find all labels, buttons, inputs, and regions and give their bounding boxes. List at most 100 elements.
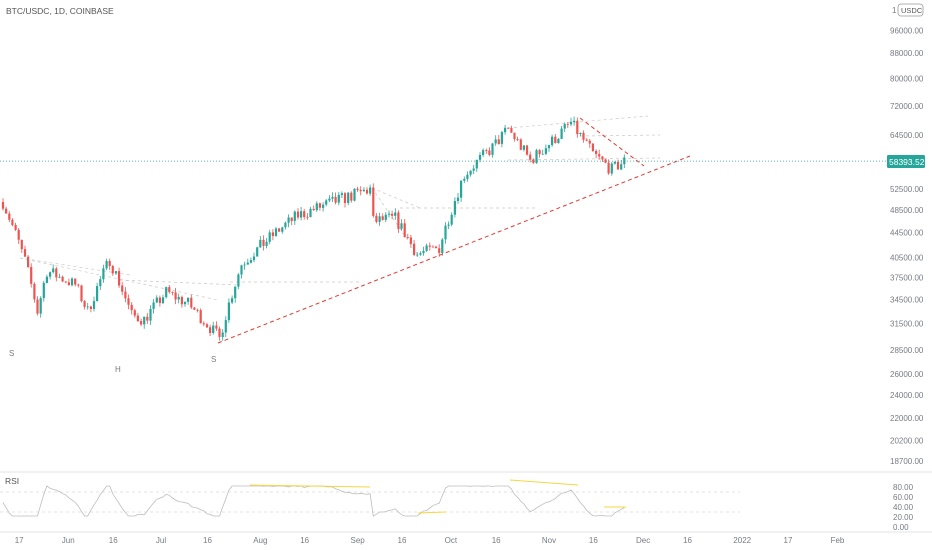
price-tick-label: 22000.00 (890, 414, 924, 423)
candle-body (397, 212, 400, 229)
candle-body (610, 163, 613, 174)
candle-body (309, 208, 312, 218)
time-tick-label: 16 (203, 536, 212, 545)
pattern-guide-line (371, 187, 421, 259)
candle-body (554, 136, 557, 144)
candle-body (359, 189, 362, 192)
time-tick-label: Dec (636, 536, 650, 545)
candle-body (105, 261, 108, 269)
candle-body (111, 266, 114, 274)
pattern-guide-line (19, 257, 219, 301)
candle-body (601, 156, 604, 160)
candle-body (96, 286, 99, 302)
candle-body (271, 232, 274, 236)
candle-body (463, 178, 466, 181)
candle-body (86, 306, 89, 308)
candle-body (152, 302, 155, 309)
candle-body (290, 217, 293, 221)
candle-body (613, 161, 616, 164)
candle-body (27, 256, 30, 267)
candle-body (205, 324, 209, 328)
candle-body (224, 320, 227, 333)
price-tick-label: 64500.00 (890, 131, 924, 140)
shoulder-right-label: S (211, 355, 216, 364)
rsi-label: RSI (5, 476, 19, 486)
candle-body (560, 128, 563, 139)
candle-body (80, 285, 83, 302)
candle-body (343, 193, 347, 203)
candle-body (89, 306, 92, 309)
candle-body (604, 159, 607, 163)
price-tick-label: 37500.00 (890, 274, 924, 283)
candle-body (190, 297, 193, 308)
price-tick-label: 20200.00 (890, 437, 924, 446)
time-tick-label: Feb (831, 536, 845, 545)
time-axis: 17 Jun 16 Jul 16 Aug 16 Sep 16 Oct 16 Nov 16 Dec 16 202… (0, 531, 932, 545)
candle-body (256, 247, 259, 257)
pattern-guide-line (119, 279, 241, 286)
candle-body (375, 215, 378, 222)
candle-body (491, 143, 494, 155)
candle-body (403, 223, 406, 238)
candle-body (196, 309, 199, 311)
candle-body (334, 196, 337, 203)
candle-body (598, 154, 601, 157)
candle-body (174, 292, 177, 300)
rsi-oversold-mark (417, 511, 447, 514)
time-tick-label: 16 (300, 536, 309, 545)
currency-badge-prefix: 1 (892, 6, 897, 15)
candle-body (133, 310, 136, 316)
time-tick-label: Oct (445, 536, 458, 545)
candle-body (391, 213, 394, 216)
price-tick-label: 52500.00 (890, 185, 924, 194)
candle-body (199, 310, 202, 324)
candle-body (312, 208, 315, 211)
overlays (0, 117, 886, 344)
candle-body (497, 139, 500, 144)
candle-body (406, 237, 409, 238)
candle-body (416, 254, 419, 256)
support-trendline (217, 155, 691, 344)
pattern-guide-line (19, 257, 131, 276)
time-tick-label: 16 (492, 536, 501, 545)
candle-body (353, 188, 356, 201)
resistance-trendline (579, 117, 645, 167)
candle-body (450, 214, 453, 225)
rsi-tick-label: 80.00 (893, 483, 914, 492)
candle-body (409, 237, 412, 244)
candle-body (585, 139, 588, 141)
candle-body (17, 229, 20, 240)
candle-body (563, 124, 566, 129)
candle-body (573, 120, 576, 122)
candle-body (337, 194, 340, 203)
rsi-tick-label: 40.00 (893, 503, 914, 512)
candle-body (478, 155, 482, 160)
candle-body (52, 268, 55, 273)
candle-body (234, 286, 237, 299)
candle-body (246, 262, 249, 265)
candle-body (67, 282, 70, 286)
candle-body (535, 150, 538, 163)
candle-body (14, 225, 17, 230)
candle-body (488, 150, 491, 155)
candle-body (325, 200, 328, 205)
candle-body (209, 327, 212, 333)
price-tick-label: 96000.00 (890, 26, 924, 35)
candle-body (588, 140, 591, 144)
currency-badge[interactable]: 1 USDC (892, 3, 924, 17)
candle-body (513, 132, 516, 140)
candle-body (431, 246, 434, 248)
pattern-guide-line (579, 134, 661, 137)
candle-body (74, 278, 77, 285)
time-tick-label: Jul (156, 536, 166, 545)
candle-body (328, 198, 331, 201)
candle-body (303, 211, 306, 217)
last-price-label: 58393.52 (889, 157, 925, 167)
candle-body (149, 308, 152, 321)
candle-body (127, 298, 130, 305)
candle-body (259, 239, 262, 248)
candle-body (447, 224, 450, 226)
candle-body (347, 192, 350, 203)
time-tick-label: Nov (542, 536, 556, 545)
